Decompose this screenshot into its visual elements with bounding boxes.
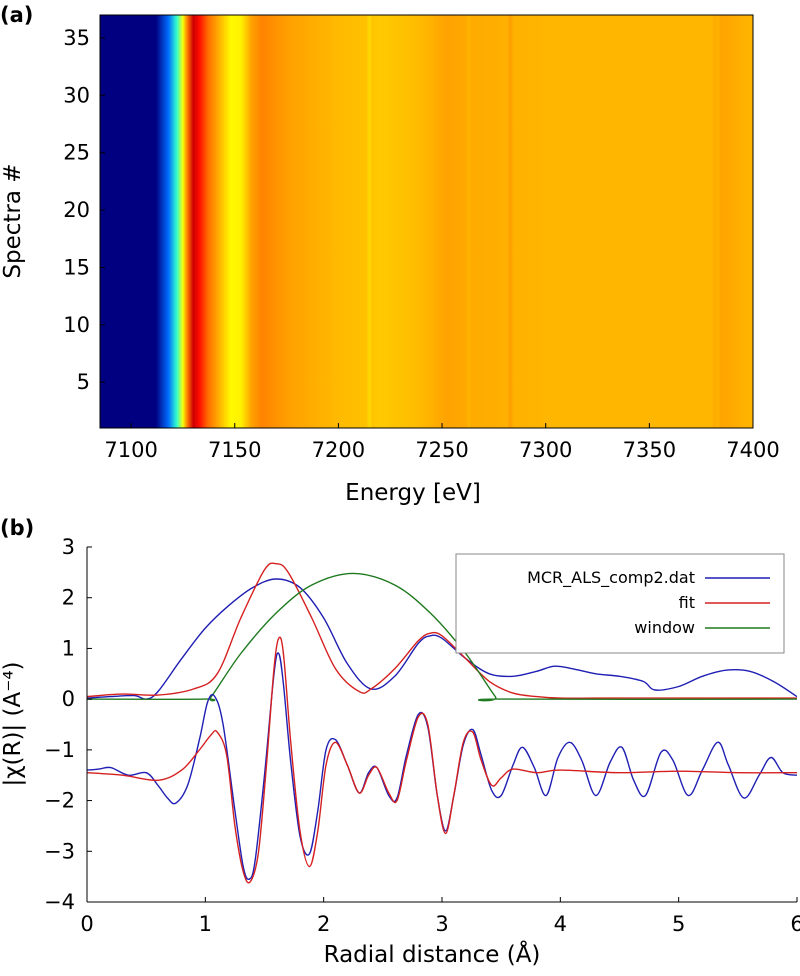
x-axis-label-b: Radial distance (Å) (324, 940, 541, 968)
series-line-4-real-part (87, 636, 797, 884)
series-line-2-window (87, 572, 797, 702)
x-tick-label-b: 3 (435, 912, 448, 936)
y-tick-label-b: 0 (62, 687, 75, 711)
y-tick-label-b: −2 (44, 789, 75, 813)
y-tick-label-a: 35 (63, 26, 90, 50)
legend-label: window (634, 618, 695, 637)
panel-label-b: (b) (0, 516, 34, 540)
y-tick-label-a: 15 (63, 255, 90, 279)
x-tick-label-a: 7350 (623, 438, 676, 462)
heatmap-plot-frame (99, 14, 754, 429)
heatmap-streak-3 (508, 15, 513, 428)
y-tick-label-b: 1 (62, 636, 75, 660)
x-tick-label-a: 7150 (208, 438, 261, 462)
y-tick-label-a: 25 (63, 141, 90, 165)
legend-label: fit (679, 593, 695, 612)
y-tick-label-a: 30 (63, 83, 90, 107)
y-tick-label-a: 5 (77, 370, 90, 394)
x-axis-label-a: Energy [eV] (345, 480, 481, 506)
series-line-0-magnitude (87, 578, 797, 700)
series-line-1-magnitude (87, 562, 797, 699)
x-tick-label-a: 7300 (519, 438, 572, 462)
y-axis-label-a: Spectra # (0, 163, 26, 278)
y-tick-label-a: 10 (63, 313, 90, 337)
x-tick-label-b: 6 (790, 912, 800, 936)
y-tick-label-b: 2 (62, 586, 75, 610)
x-tick-label-a: 7100 (104, 438, 157, 462)
heatmap-ticks: 7100 7150 7200 7250 7300 7350 7400 5 10 15 20 25 30 3… (63, 26, 779, 462)
x-tick-label-b: 4 (554, 912, 567, 936)
y-tick-label-b: −4 (44, 890, 75, 914)
heatmap-streak-2 (715, 15, 720, 428)
legend-label: MCR_ALS_comp2.dat (527, 568, 695, 588)
x-tick-label-b: 1 (199, 912, 212, 936)
y-tick-label-b: −1 (44, 738, 75, 762)
heatmap-streak-0 (367, 15, 372, 428)
y-tick-label-b: −3 (44, 839, 75, 863)
x-tick-label-a: 7400 (726, 438, 779, 462)
panel-label-a: (a) (0, 3, 33, 27)
y-tick-label-a: 20 (63, 198, 90, 222)
y-tick-label-b: 3 (62, 535, 75, 559)
heatmap-chart: (a) 7100 7150 7200 7250 7300 7350 7400 5 10 15 20 2… (0, 3, 780, 506)
x-tick-label-b: 2 (317, 912, 330, 936)
line-chart-ticks: 0 1 2 3 4 5 6 −4 −3 −2 −1 0 1 2 3 (44, 535, 800, 936)
x-tick-label-a: 7200 (312, 438, 365, 462)
heatmap-streak-1 (466, 15, 471, 428)
line-chart: (b) 0 1 2 3 4 5 6 −4 −3 −2 −1 0 1 2 3 Radial distance … (0, 516, 800, 968)
line-series-group (87, 562, 797, 884)
y-axis-label-b: |χ(R)| (A⁻⁴) (0, 661, 26, 786)
x-tick-label-b: 5 (672, 912, 685, 936)
x-tick-label-a: 7250 (415, 438, 468, 462)
heatmap-field (100, 15, 753, 428)
series-line-3-real-part (87, 652, 797, 881)
heatmap-streaks (367, 15, 720, 428)
x-tick-label-b: 0 (80, 912, 93, 936)
